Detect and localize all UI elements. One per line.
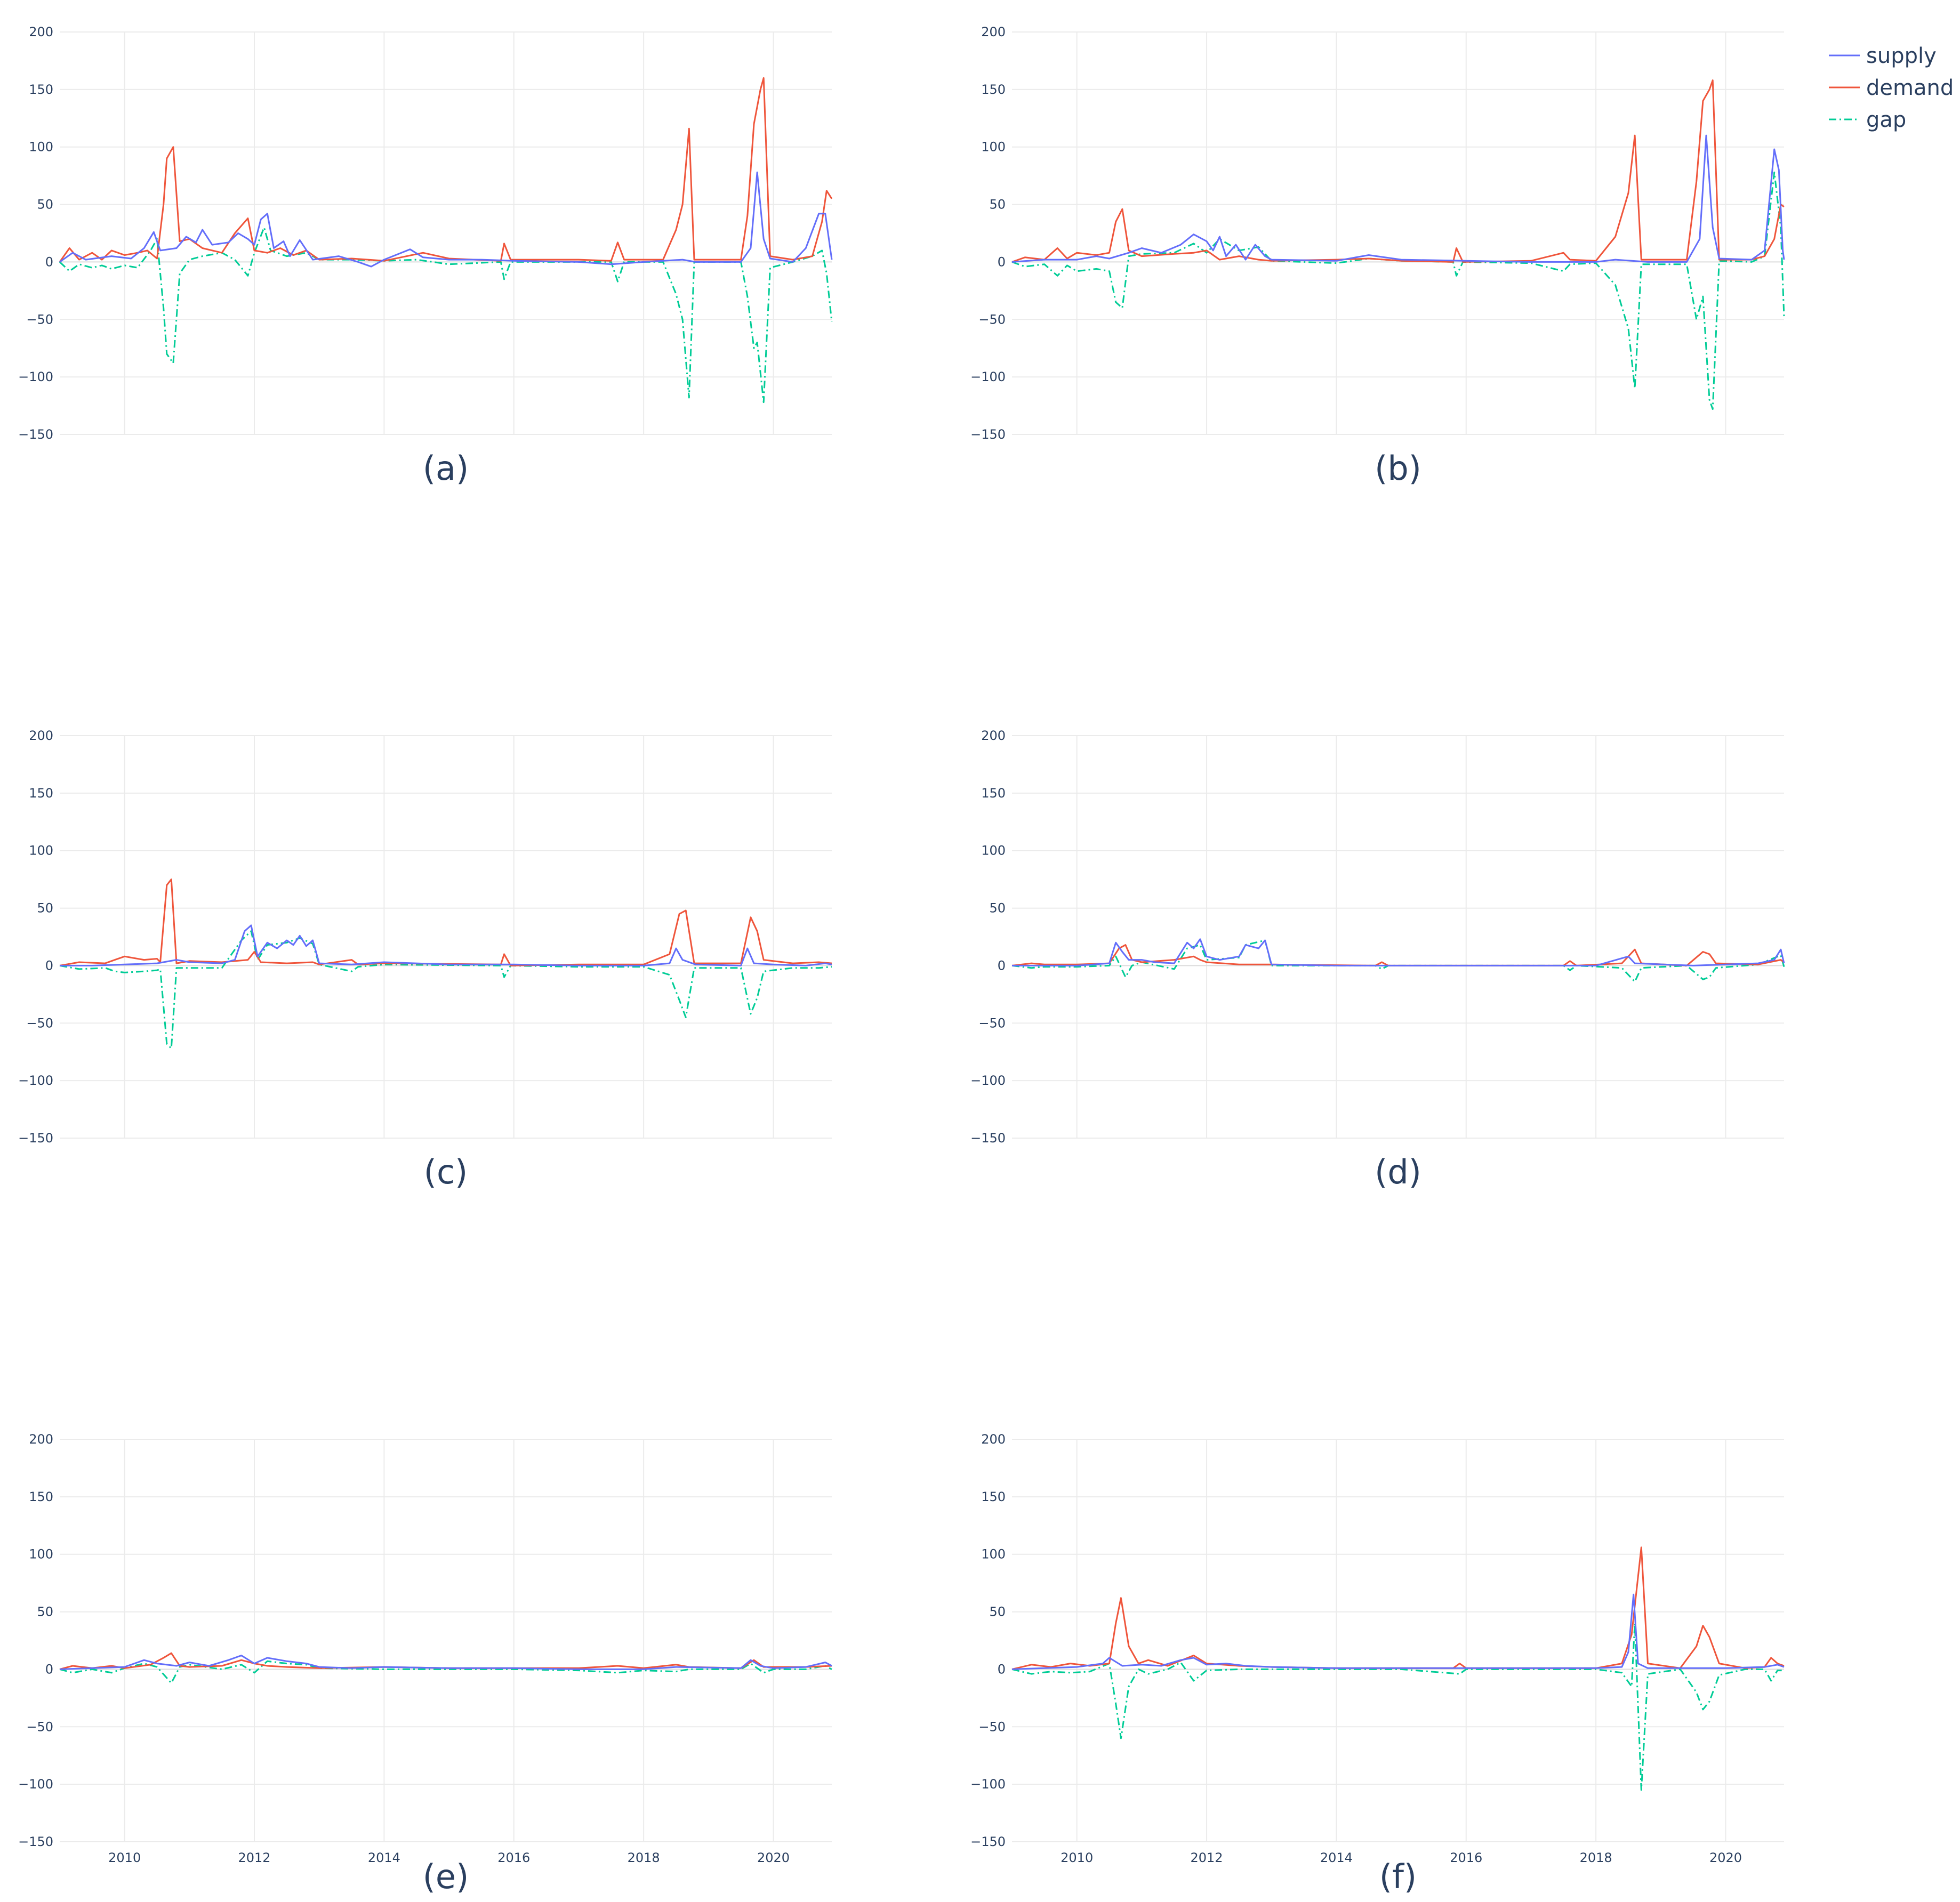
y-tick-label: 200 [29, 25, 53, 39]
y-tick-label: 150 [29, 786, 53, 801]
y-tick-label: 150 [29, 82, 53, 97]
series-line-supply [1011, 134, 1785, 263]
x-tick-label: 2014 [1320, 1850, 1353, 1865]
panel-4: −150 −100 −50 0 50 100 150 200 (d) [970, 728, 1785, 1191]
y-tick-label: 200 [981, 1432, 1006, 1447]
panel-5: −150 −100 −50 0 50 100 150 200 2010 2012 2014 2016 2… [18, 1432, 832, 1896]
y-tick-label: −50 [978, 312, 1006, 327]
y-tick-label: 150 [29, 1489, 53, 1504]
series-line-gap [1011, 171, 1785, 410]
y-tick-label: −150 [18, 1834, 53, 1849]
y-tick-label: −100 [970, 1777, 1006, 1792]
x-tick-label: 2016 [497, 1850, 530, 1865]
y-tick-label: 150 [981, 1489, 1006, 1504]
x-tick-label: 2012 [238, 1850, 271, 1865]
y-tick-label: 0 [45, 1662, 53, 1677]
x-tick-label: 2018 [628, 1850, 660, 1865]
y-tick-label: 100 [981, 843, 1006, 858]
y-tick-label: 150 [981, 786, 1006, 801]
series-line-gap [59, 1660, 832, 1684]
y-tick-label: 100 [29, 140, 53, 155]
y-tick-label: 0 [45, 254, 53, 269]
y-tick-label: −100 [970, 369, 1006, 384]
y-tick-label: 0 [998, 254, 1006, 269]
y-tick-label: 0 [998, 958, 1006, 973]
panels: −150 −100 −50 0 50 100 150 200 (a) −150 −100 −50 0 50… [18, 25, 1785, 1896]
y-tick-label: 0 [998, 1662, 1006, 1677]
panel-caption: (b) [1375, 449, 1421, 488]
legend-label-demand: demand [1866, 76, 1954, 100]
y-tick-label: 200 [29, 728, 53, 743]
y-tick-label: 50 [989, 197, 1006, 212]
y-tick-label: −50 [26, 1719, 53, 1734]
series-line-demand [59, 77, 833, 263]
legend: supply demand gap [1829, 44, 1954, 132]
y-tick-label: −50 [978, 1016, 1006, 1030]
x-tick-label: 2010 [1061, 1850, 1093, 1865]
panel-caption: (d) [1375, 1153, 1421, 1191]
y-tick-label: −50 [26, 1016, 53, 1030]
panel-caption: (a) [423, 449, 469, 488]
series-line-gap [59, 227, 833, 404]
series-line-supply [59, 1655, 832, 1670]
y-tick-label: −100 [18, 1777, 53, 1792]
series-line-supply [1012, 938, 1785, 966]
panel-2: −150 −100 −50 0 50 100 150 200 (b) [970, 25, 1785, 488]
legend-label-gap: gap [1866, 108, 1906, 132]
y-tick-label: 0 [45, 958, 53, 973]
y-tick-label: −150 [18, 1131, 53, 1146]
y-tick-label: −150 [970, 1131, 1006, 1146]
series-line-supply [60, 924, 832, 966]
y-tick-label: −50 [978, 1719, 1006, 1734]
y-tick-label: −100 [970, 1073, 1006, 1088]
x-tick-label: 2020 [1709, 1850, 1742, 1865]
y-tick-label: 50 [989, 901, 1006, 916]
y-tick-label: 100 [981, 1547, 1006, 1562]
panel-caption: (f) [1379, 1857, 1417, 1896]
panel-caption: (c) [424, 1153, 468, 1191]
x-tick-label: 2016 [1450, 1850, 1482, 1865]
y-tick-label: 50 [989, 1605, 1006, 1619]
y-tick-label: −100 [18, 369, 53, 384]
series-line-supply [59, 171, 833, 268]
panel-1: −150 −100 −50 0 50 100 150 200 (a) [18, 25, 833, 488]
y-tick-label: −150 [18, 427, 53, 442]
series-line-demand [59, 1652, 832, 1670]
series-line-demand [59, 879, 832, 966]
legend-label-supply: supply [1866, 44, 1937, 68]
series-line-gap [1011, 1622, 1784, 1791]
y-tick-label: 100 [29, 1547, 53, 1562]
x-tick-label: 2020 [757, 1850, 790, 1865]
y-tick-label: 100 [29, 843, 53, 858]
y-tick-label: 200 [981, 728, 1006, 743]
series-line-demand [1011, 79, 1785, 263]
y-tick-label: 100 [981, 140, 1006, 155]
y-tick-label: 50 [37, 901, 53, 916]
panel-3: −150 −100 −50 0 50 100 150 200 (c) [18, 728, 832, 1191]
y-tick-label: 50 [37, 1605, 53, 1619]
y-tick-label: −50 [26, 312, 53, 327]
x-tick-label: 2014 [368, 1850, 400, 1865]
y-tick-label: −150 [970, 1834, 1006, 1849]
panel-caption: (e) [423, 1857, 469, 1896]
series-line-supply [1011, 1593, 1785, 1670]
x-tick-label: 2010 [108, 1850, 141, 1865]
series-line-demand [1011, 1546, 1785, 1670]
y-tick-label: 50 [37, 197, 53, 212]
y-tick-label: 200 [29, 1432, 53, 1447]
series-line-demand [1011, 944, 1785, 966]
y-tick-label: −100 [18, 1073, 53, 1088]
y-tick-label: 200 [981, 25, 1006, 39]
y-tick-label: −150 [970, 427, 1006, 442]
x-tick-label: 2018 [1580, 1850, 1612, 1865]
series-line-gap [1011, 939, 1785, 983]
series-line-gap [59, 930, 832, 1050]
x-tick-label: 2012 [1191, 1850, 1223, 1865]
panel-6: −150 −100 −50 0 50 100 150 200 2010 2012 2014 2016 2… [970, 1432, 1785, 1896]
y-tick-label: 150 [981, 82, 1006, 97]
